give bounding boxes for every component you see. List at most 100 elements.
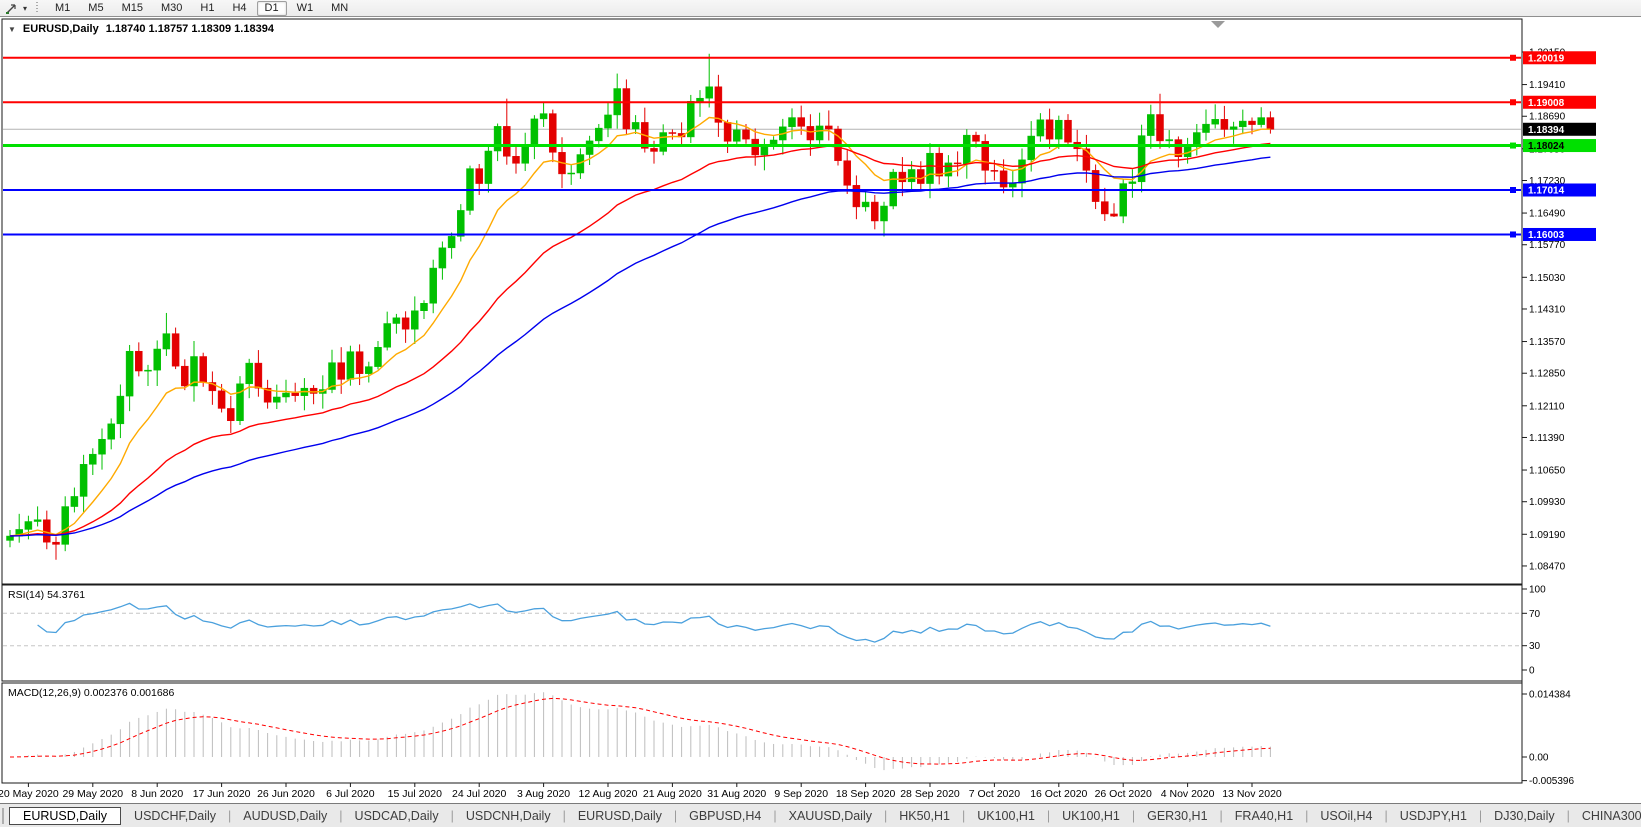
collapse-arrow-icon[interactable]: ▼ xyxy=(8,24,16,34)
level-handle-1.19008[interactable] xyxy=(1510,99,1516,106)
macd-panel-border xyxy=(1,682,1523,784)
level-handle-1.16003[interactable] xyxy=(1510,231,1516,238)
svg-text:1.15030: 1.15030 xyxy=(1529,273,1566,284)
macd-indicator-label: MACD(12,26,9) 0.002376 0.001686 xyxy=(8,687,175,699)
tab-china300-h1[interactable]: CHINA300,H1 xyxy=(1581,808,1641,823)
toolbar-dropdown-caret[interactable]: ▾ xyxy=(22,3,27,13)
svg-text:100: 100 xyxy=(1529,585,1546,596)
svg-text:7 Oct 2020: 7 Oct 2020 xyxy=(969,788,1021,800)
level-handle-1.17014[interactable] xyxy=(1510,186,1516,193)
svg-text:31 Aug 2020: 31 Aug 2020 xyxy=(707,788,766,800)
tab-separator: | xyxy=(450,808,454,823)
tab-xauusd-daily[interactable]: XAUUSD,Daily xyxy=(788,808,872,823)
timeframe-button-h4[interactable]: H4 xyxy=(232,1,247,14)
tab-uk100-h1[interactable]: UK100,H1 xyxy=(1062,808,1120,823)
svg-text:1.18024: 1.18024 xyxy=(1528,141,1565,152)
svg-text:15 Jul 2020: 15 Jul 2020 xyxy=(388,788,442,800)
rsi-indicator-label: RSI(14) 54.3761 xyxy=(8,589,86,601)
tab-usdjpy-h1[interactable]: USDJPY,H1 xyxy=(1399,808,1467,823)
svg-text:1.12850: 1.12850 xyxy=(1529,369,1566,380)
timeframe-button-m1[interactable]: M1 xyxy=(55,1,71,14)
chart-canvas[interactable]: 1.201501.194101.186901.179501.172301.164… xyxy=(0,17,1641,803)
svg-text:26 Oct 2020: 26 Oct 2020 xyxy=(1095,788,1152,800)
tab-dj30-daily[interactable]: DJ30,Daily xyxy=(1494,808,1555,823)
tab-bar: EURUSD,Daily USDCHF,Daily | AUDUSD,Daily | US… xyxy=(0,803,1641,827)
timeframe-button-h1[interactable]: H1 xyxy=(200,1,215,14)
tab-usoil-h4[interactable]: USOil,H4 xyxy=(1320,808,1373,823)
timeframe-button-w1[interactable]: W1 xyxy=(296,1,314,14)
chart-window[interactable]: 1.201501.194101.186901.179501.172301.164… xyxy=(0,17,1641,803)
timeframe-button-m5[interactable]: M5 xyxy=(88,1,104,14)
level-badge-1.16003: 1.16003 xyxy=(1523,227,1596,241)
tab-separator: | xyxy=(562,808,566,823)
tab-separator: | xyxy=(1566,808,1570,823)
tab-eurusd-daily[interactable]: EURUSD,Daily xyxy=(577,808,662,823)
svg-text:1.18690: 1.18690 xyxy=(1529,112,1566,123)
svg-text:17 Jun 2020: 17 Jun 2020 xyxy=(193,788,251,800)
timeframe-button-d1[interactable]: D1 xyxy=(256,0,287,16)
current-price-badge: 1.18394 xyxy=(1523,122,1596,136)
level-badge-1.20019: 1.20019 xyxy=(1523,51,1596,65)
svg-text:1.15770: 1.15770 xyxy=(1529,240,1566,251)
ma-line-30[interactable] xyxy=(9,142,1271,537)
tab-separator: | xyxy=(961,808,966,823)
svg-text:0: 0 xyxy=(1529,666,1535,677)
svg-text:1.09930: 1.09930 xyxy=(1529,497,1566,508)
svg-text:18 Sep 2020: 18 Sep 2020 xyxy=(836,788,896,800)
timeframe-button-mn[interactable]: MN xyxy=(331,1,349,14)
svg-text:-0.005396: -0.005396 xyxy=(1529,776,1574,787)
tab-gbpusd-h4[interactable]: GBPUSD,H4 xyxy=(689,808,762,823)
level-handle-1.18024[interactable] xyxy=(1510,142,1516,149)
tab-hk50-h1[interactable]: HK50,H1 xyxy=(899,808,950,823)
svg-text:9 Sep 2020: 9 Sep 2020 xyxy=(774,788,828,800)
svg-text:21 Aug 2020: 21 Aug 2020 xyxy=(643,788,702,800)
svg-text:0.014384: 0.014384 xyxy=(1529,690,1571,701)
svg-text:1.17014: 1.17014 xyxy=(1528,185,1565,196)
tab-audusd-daily[interactable]: AUDUSD,Daily xyxy=(243,808,328,823)
level-handle-1.20019[interactable] xyxy=(1510,54,1516,61)
tab-usdchf-daily[interactable]: USDCHF,Daily xyxy=(134,808,216,823)
svg-text:1.09190: 1.09190 xyxy=(1529,530,1566,541)
chart-shift-marker-icon[interactable] xyxy=(1211,21,1225,28)
svg-text:30: 30 xyxy=(1529,641,1541,652)
tab-eurusd-daily[interactable]: EURUSD,Daily xyxy=(9,806,122,825)
macd-axis: 0.014384 0.00 -0.005396 xyxy=(1522,690,1574,787)
date-axis[interactable]: 20 May 2020 29 May 2020 8 Jun 2020 17 Jun 2… xyxy=(0,783,1282,800)
svg-text:1.14310: 1.14310 xyxy=(1529,304,1566,315)
toolbar: ▾ M1 M5 M15 M30 H1 H4 D1 W1 MN xyxy=(0,0,1641,17)
svg-text:1.16490: 1.16490 xyxy=(1529,209,1566,220)
level-badge-1.18024: 1.18024 xyxy=(1523,139,1596,153)
svg-text:1.13570: 1.13570 xyxy=(1529,337,1566,348)
tab-usdcad-daily[interactable]: USDCAD,Daily xyxy=(354,808,439,823)
svg-text:6 Jul 2020: 6 Jul 2020 xyxy=(326,788,375,800)
chart-symbol-label: EURUSD,Daily xyxy=(22,23,99,35)
svg-text:3 Aug 2020: 3 Aug 2020 xyxy=(517,788,570,800)
svg-text:1.19008: 1.19008 xyxy=(1528,98,1565,109)
candles-layer xyxy=(6,53,1275,560)
tab-separator: | xyxy=(773,808,777,823)
chart-cursor-icon[interactable] xyxy=(3,1,19,15)
rsi-axis: 100 70 30 0 xyxy=(1522,585,1546,677)
main-panel-border xyxy=(1,18,1523,585)
svg-text:20 May 2020: 20 May 2020 xyxy=(0,788,59,800)
tab-separator: | xyxy=(228,808,232,823)
tab-ger30-h1[interactable]: GER30,H1 xyxy=(1147,808,1208,823)
rsi-line xyxy=(37,602,1271,643)
timeframe-button-m15[interactable]: M15 xyxy=(121,1,143,14)
svg-text:12 Aug 2020: 12 Aug 2020 xyxy=(579,788,638,800)
svg-text:4 Nov 2020: 4 Nov 2020 xyxy=(1161,788,1215,800)
tab-usdcnh-daily[interactable]: USDCNH,Daily xyxy=(465,808,551,823)
tab-uk100-h1[interactable]: UK100,H1 xyxy=(977,808,1035,823)
tab-separator: | xyxy=(1046,808,1051,823)
svg-text:28 Sep 2020: 28 Sep 2020 xyxy=(900,788,960,800)
timeframe-button-group: M1 M5 M15 M30 H1 H4 D1 W1 MN xyxy=(46,0,357,16)
svg-text:1.11390: 1.11390 xyxy=(1529,433,1565,444)
tab-fra40-h1[interactable]: FRA40,H1 xyxy=(1234,808,1294,823)
tab-separator: | xyxy=(1219,808,1223,823)
ma-line-55[interactable] xyxy=(9,156,1271,537)
macd-histogram xyxy=(18,692,1271,771)
timeframe-button-m30[interactable]: M30 xyxy=(160,1,183,14)
tab-separator: | xyxy=(1131,808,1136,823)
tab-separator: | xyxy=(1305,808,1309,823)
toolbar-grip[interactable] xyxy=(35,2,40,14)
